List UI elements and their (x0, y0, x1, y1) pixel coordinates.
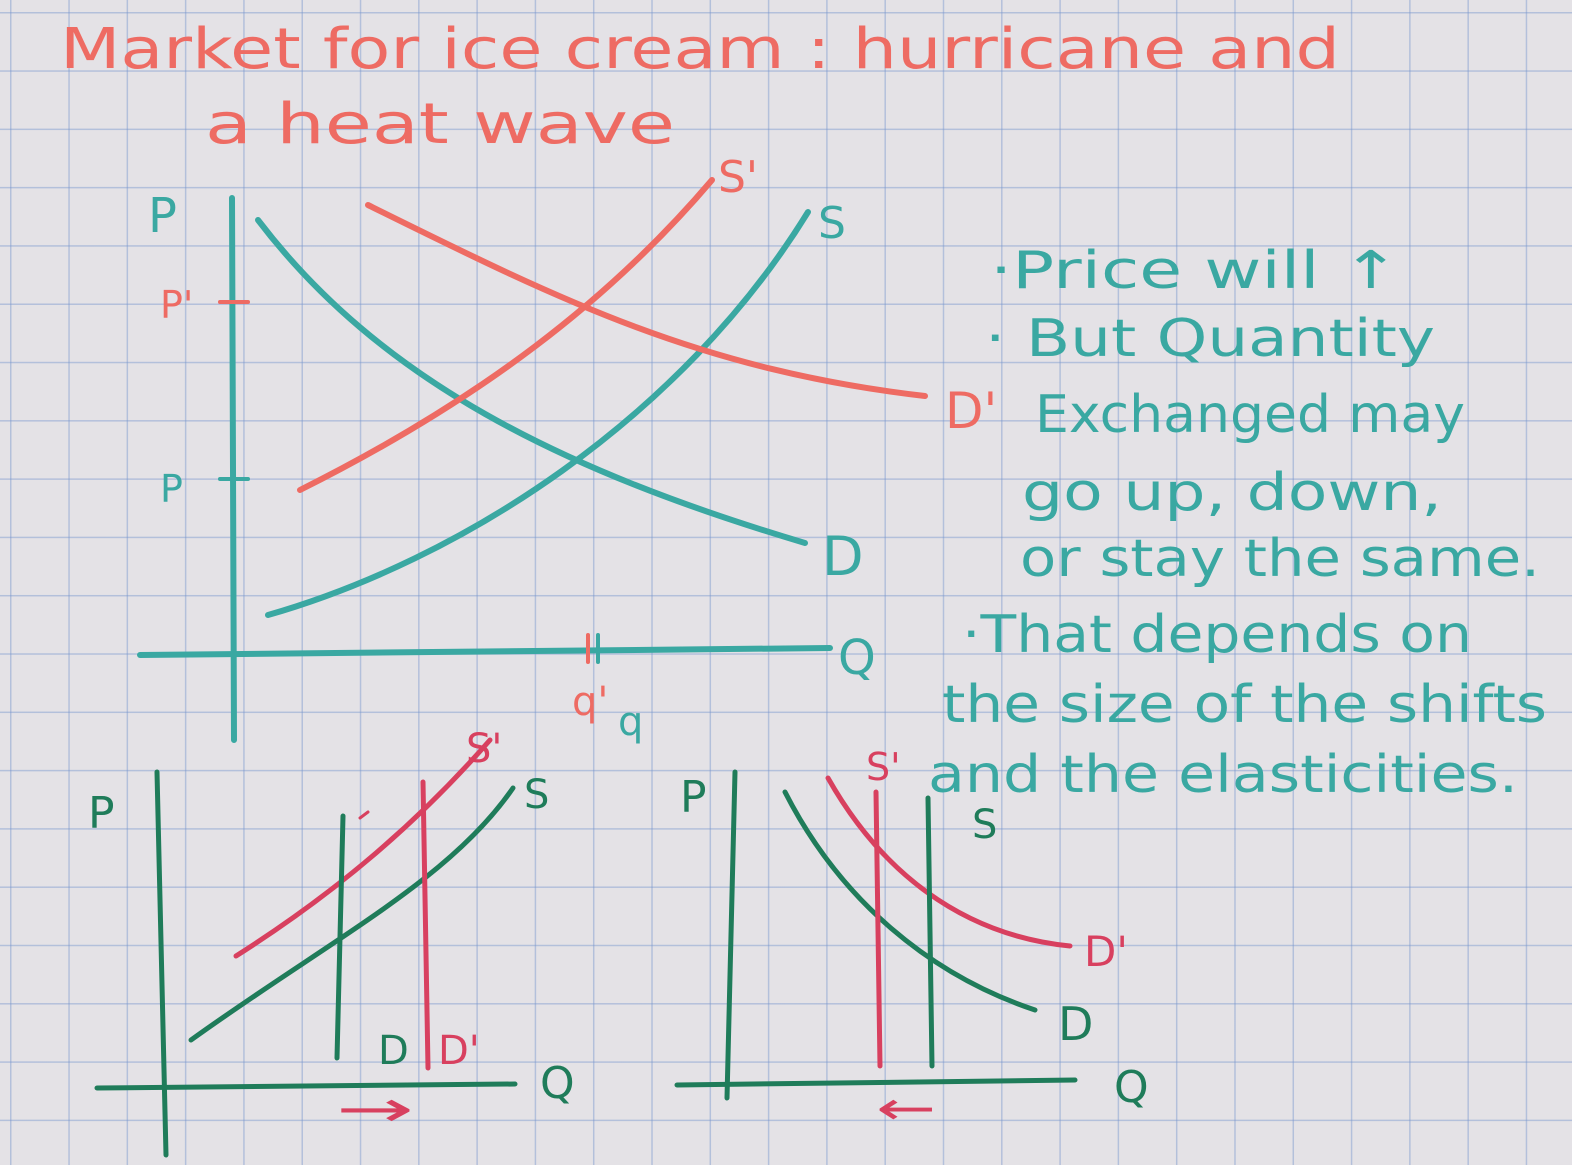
left-supply-curve-s (188, 785, 516, 1043)
note-line-7: the size of the shifts (942, 675, 1547, 735)
right-shift-left-arrow-icon: ← (876, 1081, 936, 1135)
graph-right: P Q S' S D' D ← (674, 745, 1149, 1135)
main-supply-curve-s-prime (297, 177, 715, 493)
title-line-2: a heat wave (205, 92, 675, 157)
note-line-4: go up, down, (1022, 463, 1442, 523)
title: Market for ice cream : hurricane and a h… (60, 17, 1340, 157)
left-label-d-prime: D' (438, 1028, 480, 1074)
right-label-s-prime: S' (866, 745, 901, 789)
right-label-s: S (972, 802, 997, 848)
right-axis-label-p: P (680, 772, 707, 823)
title-line-1: Market for ice cream : hurricane and (60, 17, 1340, 82)
left-stray-mark (358, 810, 370, 820)
left-quantity-axis (94, 1081, 518, 1091)
main-demand-curve-d (255, 217, 808, 546)
left-label-s: S (524, 772, 549, 818)
main-label-s-prime: S' (718, 152, 758, 203)
main-supply-curve-s (265, 209, 811, 618)
right-demand-curve-d (782, 789, 1038, 1013)
note-line-5: or stay the same. (1020, 529, 1540, 589)
main-tick-label-p-prime: P' (160, 283, 193, 327)
left-label-d: D (378, 1028, 409, 1074)
note-line-8: and the elasticities. (928, 745, 1518, 805)
left-supply-curve-s-prime (233, 737, 493, 959)
right-price-axis (724, 769, 738, 1101)
note-line-3: Exchanged may (1035, 385, 1465, 445)
notes: ·Price will ↑ · But Quantity Exchanged m… (928, 241, 1547, 805)
left-demand-line-d-prime (420, 779, 431, 1071)
note-line-1: ·Price will ↑ (990, 241, 1400, 301)
main-label-d: D (822, 525, 864, 588)
main-axis-label-p: P (148, 188, 177, 244)
right-axis-label-q: Q (1114, 1062, 1149, 1113)
left-price-axis (154, 769, 169, 1158)
main-label-s: S (818, 198, 846, 249)
main-tick-label-p: P (160, 467, 183, 511)
graph-left: P Q S' S D D' → (88, 726, 575, 1158)
note-line-2: · But Quantity (985, 309, 1435, 369)
right-label-d-prime: D' (1084, 927, 1128, 976)
main-quantity-axis (137, 645, 833, 658)
main-price-axis (229, 195, 237, 743)
right-label-d: D (1058, 997, 1093, 1051)
note-line-6: ·That depends on (962, 605, 1472, 665)
right-quantity-axis (674, 1077, 1078, 1088)
main-tick-label-q: q (618, 699, 643, 745)
left-demand-line-d (334, 813, 346, 1061)
left-axis-label-p: P (88, 788, 115, 839)
main-demand-curve-d-prime (365, 202, 928, 399)
main-tick-label-q-prime: q' (572, 679, 608, 725)
main-axis-label-q: Q (838, 630, 876, 686)
left-label-s-prime: S' (466, 726, 502, 772)
left-axis-label-q: Q (540, 1058, 575, 1109)
right-supply-line-s (925, 795, 935, 1069)
left-shift-right-arrow-icon: → (336, 1080, 414, 1138)
right-supply-line-s-prime (873, 789, 883, 1069)
main-graph: P Q P' P q' q S' S D' D (137, 152, 997, 745)
main-label-d-prime: D' (945, 382, 997, 440)
